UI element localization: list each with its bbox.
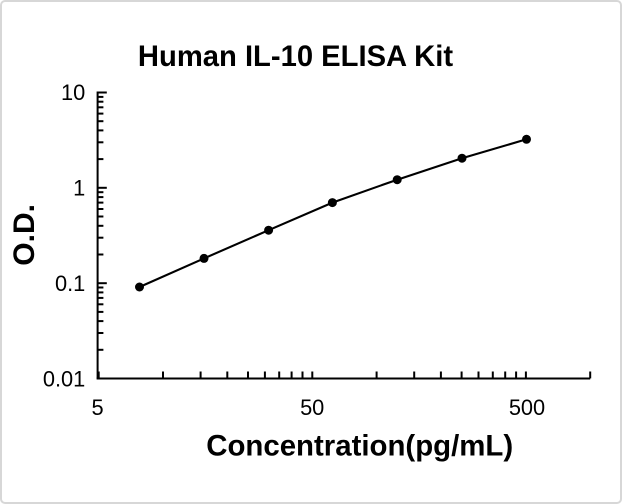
svg-text:500: 500: [509, 395, 545, 420]
svg-text:O.D.: O.D.: [8, 204, 41, 266]
svg-text:50: 50: [300, 395, 324, 420]
svg-text:0.01: 0.01: [43, 366, 85, 391]
svg-text:Human IL-10 ELISA Kit: Human IL-10 ELISA Kit: [138, 41, 453, 73]
svg-text:Concentration(pg/mL): Concentration(pg/mL): [206, 429, 513, 462]
svg-text:10: 10: [61, 80, 85, 105]
svg-text:0.1: 0.1: [55, 271, 85, 296]
svg-text:1: 1: [73, 176, 85, 201]
svg-text:5: 5: [91, 395, 103, 420]
